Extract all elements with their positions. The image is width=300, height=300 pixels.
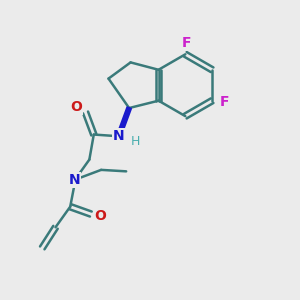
Text: N: N bbox=[69, 173, 80, 187]
Text: O: O bbox=[94, 209, 106, 224]
Text: N: N bbox=[113, 129, 124, 143]
Text: H: H bbox=[130, 135, 140, 148]
Text: F: F bbox=[220, 95, 229, 109]
Text: O: O bbox=[70, 100, 82, 114]
Text: F: F bbox=[182, 36, 192, 50]
